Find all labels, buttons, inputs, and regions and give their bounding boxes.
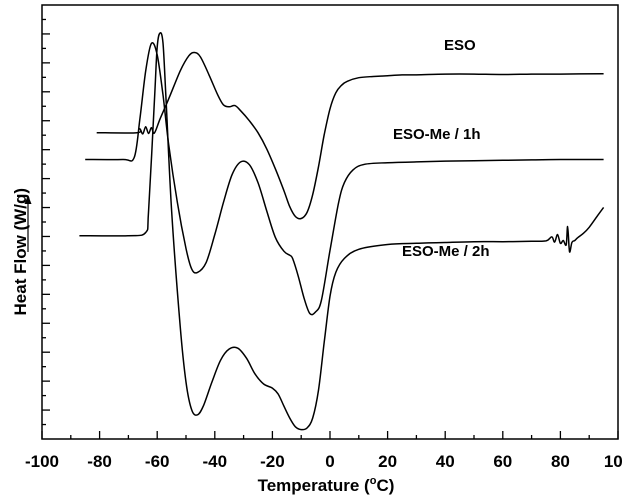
curve-eso-me-2h <box>79 32 605 431</box>
x-axis-tick-labels: -100 -80 -60 -40 -20 0 20 40 60 80 100 <box>25 452 622 471</box>
y-axis-ticks <box>42 18 50 426</box>
series-label-eso: ESO <box>444 37 476 54</box>
series-label-eso-me-2h: ESO-Me / 2h <box>402 243 490 260</box>
x-tick-label: 100 <box>604 452 622 471</box>
x-axis-title: Temperature (oC) <box>258 475 395 495</box>
y-axis-up-arrow <box>24 195 32 252</box>
x-tick-label: 0 <box>325 452 334 471</box>
series-curves <box>79 32 605 431</box>
series-label-eso-me-1h: ESO-Me / 1h <box>393 126 481 143</box>
curve-eso <box>96 51 604 220</box>
x-tick-label: 60 <box>493 452 512 471</box>
x-tick-label: 80 <box>551 452 570 471</box>
x-tick-label: 20 <box>378 452 397 471</box>
curve-eso-me-1h <box>85 42 604 316</box>
x-tick-label: -20 <box>260 452 285 471</box>
x-axis-ticks <box>41 431 619 439</box>
x-tick-label: -60 <box>145 452 170 471</box>
y-axis-title: Heat Flow (W/g) <box>11 188 30 315</box>
x-tick-label: -80 <box>87 452 112 471</box>
x-tick-label: -40 <box>203 452 228 471</box>
x-tick-label: 40 <box>436 452 455 471</box>
x-tick-label: -100 <box>25 452 59 471</box>
plot-frame <box>41 4 619 440</box>
